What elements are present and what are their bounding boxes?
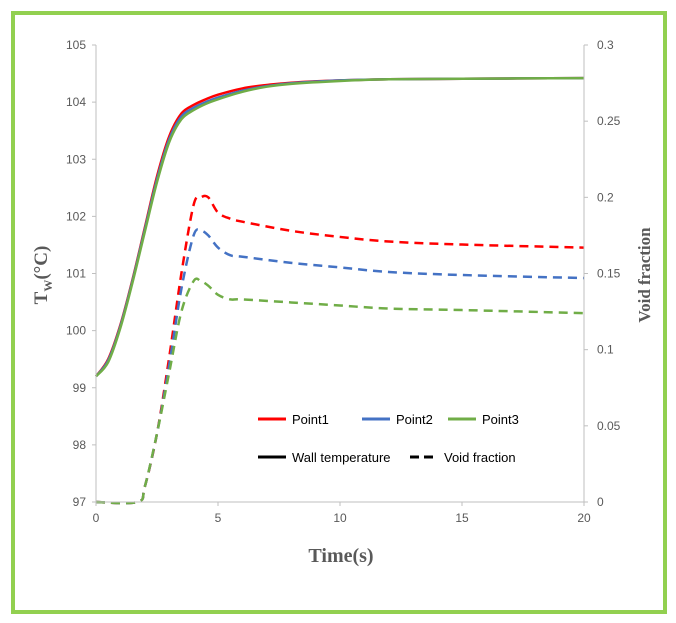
y-tick-label: 105 [66,38,86,52]
y-tick-label: 104 [66,95,86,109]
y2-tick-label: 0.1 [597,343,614,357]
y2-tick-label: 0.05 [597,419,621,433]
right-axis-title: Void fraction [635,227,654,323]
y2-tick-label: 0.2 [597,190,614,204]
y-tick-label: 99 [73,381,87,395]
y-tick-label: 102 [66,209,86,223]
y-tick-label: 98 [73,438,87,452]
y2-tick-label: 0 [597,495,604,509]
y2-tick-label: 0.25 [597,114,621,128]
legend-label-2: Point3 [482,412,519,427]
tick-labels: 0 5 10 15 20 97 98 99 100 101 102 103 104 105 0 0.05 0.1… [66,38,621,525]
wall-temperature-line-point3 [95,76,585,378]
plot-lines [94,76,585,505]
left-axis-title-main: T [31,291,52,304]
legend-label-1: Point2 [396,412,433,427]
x-tick-label: 5 [215,511,222,525]
axes [95,45,585,503]
wall-temperature-line-point2 [95,76,585,378]
x-tick-label: 0 [93,511,100,525]
x-tick-label: 20 [577,511,591,525]
chart-frame [11,11,667,614]
left-axis-title-sub: W [41,280,55,292]
y2-tick-label: 0.15 [597,267,621,281]
y2-tick-label: 0.3 [597,38,614,52]
y-tick-label: 100 [66,324,86,338]
legend-label-4: Void fraction [444,450,516,465]
y-tick-label: 101 [66,267,86,281]
legend: Point1 Point2 Point3 Wall temperature Void f… [258,412,519,465]
x-tick-label: 15 [455,511,469,525]
left-axis-title: TW(°C) [31,246,55,305]
x-axis-title: Time(s) [308,545,373,567]
y-tick-label: 97 [73,495,87,509]
x-tick-label: 10 [333,511,347,525]
legend-label-0: Point1 [292,412,329,427]
legend-label-3: Wall temperature [292,450,391,465]
y-tick-label: 103 [66,152,86,166]
left-axis-title-unit: (°C) [31,246,52,280]
wall-temperature-line-point1 [94,76,585,378]
void-fraction-line-point3 [95,277,585,505]
